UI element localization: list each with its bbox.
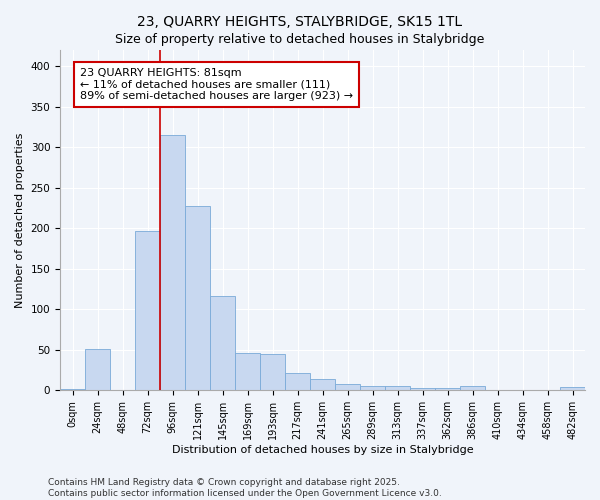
Bar bbox=[85, 349, 110, 391]
Bar bbox=[285, 372, 310, 390]
Bar bbox=[160, 135, 185, 390]
Bar bbox=[60, 388, 85, 390]
Bar bbox=[360, 386, 385, 390]
Bar bbox=[235, 353, 260, 391]
Bar bbox=[310, 379, 335, 390]
X-axis label: Distribution of detached houses by size in Stalybridge: Distribution of detached houses by size … bbox=[172, 445, 473, 455]
Bar bbox=[460, 386, 485, 390]
Text: Size of property relative to detached houses in Stalybridge: Size of property relative to detached ho… bbox=[115, 32, 485, 46]
Bar bbox=[335, 384, 360, 390]
Bar bbox=[135, 230, 160, 390]
Bar bbox=[260, 354, 285, 391]
Bar bbox=[560, 387, 585, 390]
Bar bbox=[385, 386, 410, 390]
Y-axis label: Number of detached properties: Number of detached properties bbox=[15, 132, 25, 308]
Text: 23 QUARRY HEIGHTS: 81sqm
← 11% of detached houses are smaller (111)
89% of semi-: 23 QUARRY HEIGHTS: 81sqm ← 11% of detach… bbox=[80, 68, 353, 101]
Bar bbox=[410, 388, 435, 390]
Text: 23, QUARRY HEIGHTS, STALYBRIDGE, SK15 1TL: 23, QUARRY HEIGHTS, STALYBRIDGE, SK15 1T… bbox=[137, 15, 463, 29]
Bar bbox=[435, 388, 460, 390]
Text: Contains HM Land Registry data © Crown copyright and database right 2025.
Contai: Contains HM Land Registry data © Crown c… bbox=[48, 478, 442, 498]
Bar bbox=[185, 206, 210, 390]
Bar bbox=[210, 296, 235, 390]
